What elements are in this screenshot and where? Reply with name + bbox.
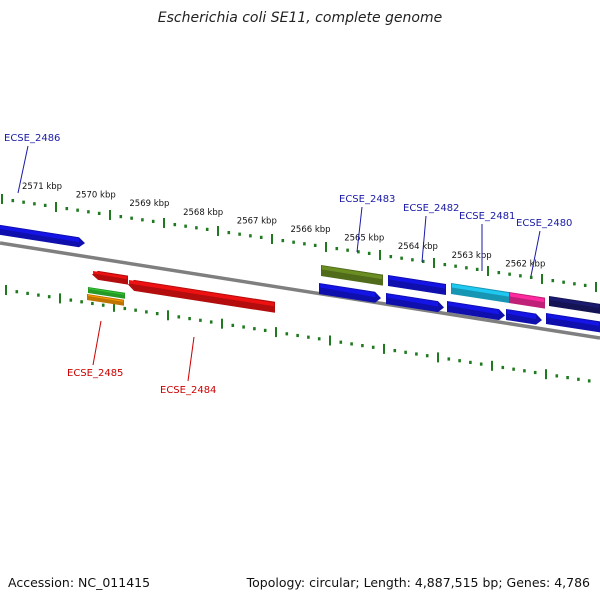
scale-label: 2563 kbp (452, 251, 492, 261)
gene-label[interactable]: ECSE_2486 (4, 133, 60, 194)
gene-label-text: ECSE_2485 (67, 368, 123, 379)
scale-label: 2568 kbp (183, 208, 223, 218)
gene-label-text: ECSE_2483 (339, 194, 395, 205)
outer-scale-ticks (1, 194, 597, 292)
leader-line (421, 215, 427, 263)
scale-label: 2564 kbp (398, 242, 438, 252)
gene-blue-3[interactable] (447, 301, 505, 321)
gene-ECSE_2484[interactable] (128, 279, 275, 313)
inner-scale-ticks (5, 285, 591, 383)
leader-line (187, 336, 195, 382)
leader-line (92, 320, 102, 366)
scale-label: 2562 kbp (505, 259, 545, 269)
accession-text: Accession: NC_011415 (8, 575, 150, 590)
scale-label: 2565 kbp (344, 234, 384, 244)
gene-blue-4[interactable] (506, 309, 542, 325)
gene-ECSE_2483[interactable] (321, 265, 383, 286)
scale-label: 2566 kbp (291, 225, 331, 235)
gene-label-text: ECSE_2482 (403, 203, 459, 214)
scale-label: 2567 kbp (237, 216, 277, 226)
gene-label[interactable]: ECSE_2483 (339, 194, 395, 253)
scale-labels: 2571 kbp 2570 kbp 2569 kbp 2568 kbp 2567 kbp… (22, 182, 545, 269)
gene-label[interactable]: ECSE_2481 (459, 211, 515, 271)
gene-ECSE_2480-pink[interactable] (509, 292, 545, 309)
gene-label[interactable]: ECSE_2485 (67, 320, 123, 379)
leader-line (530, 230, 541, 277)
scale-label: 2569 kbp (129, 199, 169, 209)
gene-features (0, 224, 600, 333)
gene-labels: ECSE_2486ECSE_2483ECSE_2482ECSE_2481ECSE… (4, 133, 572, 396)
genome-backbone (0, 241, 600, 340)
gene-blue-2[interactable] (386, 293, 444, 313)
gene-label-text: ECSE_2486 (4, 133, 60, 144)
gene-ECSE_2481[interactable] (451, 283, 510, 304)
gene-ECSE_2480-navy[interactable] (549, 296, 600, 314)
gene-label-text: ECSE_2484 (160, 385, 216, 396)
gene-ECSE_2485-green[interactable] (88, 287, 125, 299)
gene-ECSE_2485-red[interactable] (92, 270, 128, 285)
gene-ECSE_2485-orange[interactable] (87, 294, 124, 306)
leader-line (17, 145, 29, 194)
map-title: Escherichia coli SE11, complete genome (158, 10, 442, 26)
gene-ECSE_2482[interactable] (388, 275, 446, 295)
gene-blue-5[interactable] (546, 313, 600, 333)
leader-line (356, 206, 363, 253)
gene-label[interactable]: ECSE_2482 (403, 203, 459, 263)
gene-blue-1[interactable] (319, 283, 381, 303)
genome-summary-text: Topology: circular; Length: 4,887,515 bp… (246, 575, 590, 590)
scale-label: 2570 kbp (76, 191, 116, 201)
gene-label[interactable]: ECSE_2480 (516, 218, 572, 277)
gene-label-text: ECSE_2480 (516, 218, 572, 229)
gene-label[interactable]: ECSE_2484 (160, 336, 216, 396)
scale-label: 2571 kbp (22, 182, 62, 192)
gene-ECSE_2486[interactable] (0, 224, 85, 248)
gene-label-text: ECSE_2481 (459, 211, 515, 222)
